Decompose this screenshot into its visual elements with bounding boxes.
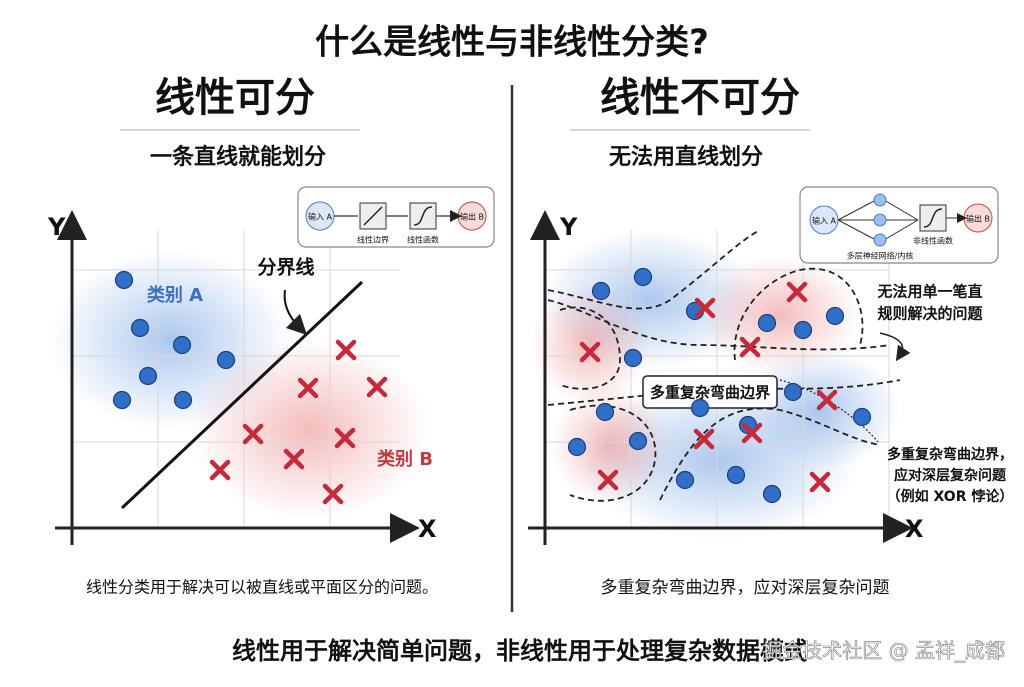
x-axis-label: X	[905, 515, 924, 543]
glow	[190, 340, 430, 520]
title: 什么是线性与非线性分类?	[315, 23, 709, 63]
class-b-point	[597, 469, 619, 491]
flow-label: 线性函数	[407, 235, 439, 245]
class-a-point	[130, 318, 150, 338]
class-b-point	[366, 376, 388, 398]
note: 无法用单一笔直	[876, 283, 982, 301]
glow	[530, 285, 650, 405]
note: 多重复杂弯曲边界，	[887, 446, 1013, 463]
left-caption: 线性分类用于解决可以被直线或平面区分的问题。	[86, 578, 438, 597]
class-b-point	[816, 389, 838, 411]
class-b-point	[786, 281, 808, 303]
glow	[550, 385, 670, 505]
boundary	[733, 267, 864, 361]
arrow	[283, 289, 308, 336]
class-b-point	[297, 377, 319, 399]
class-b-point	[242, 423, 264, 445]
left-subheading: 一条直线就能划分	[150, 144, 326, 170]
boundary	[559, 306, 621, 390]
connections	[837, 199, 919, 241]
class-a-point	[114, 270, 134, 290]
x-axis-label: X	[418, 515, 437, 543]
class-a-point	[738, 415, 758, 435]
right-caption: 多重复杂弯曲边界，应对深层复杂问题	[601, 578, 890, 598]
class-a-point	[623, 348, 643, 368]
class-b-point	[334, 427, 356, 449]
note: 规则解决的问题	[877, 305, 983, 323]
flow-label: 输出 B	[460, 212, 484, 222]
flow-box	[799, 186, 999, 264]
boundary	[547, 299, 891, 351]
note: 应对深层复杂问题	[894, 467, 1007, 484]
boundary-box-label: 多重复杂弯曲边界	[650, 384, 770, 402]
node	[873, 193, 887, 207]
class-b-point	[579, 341, 601, 363]
class-a-point	[595, 402, 615, 422]
class-b-point	[809, 471, 831, 493]
y-axis-label: Y	[559, 213, 578, 241]
y-axis-label: Y	[47, 213, 66, 241]
class-a-point	[783, 382, 803, 402]
right-heading: 线性不可分	[600, 75, 800, 121]
flow-label: 输入 A	[812, 216, 837, 226]
flow-label: 多层神经网络/内核	[847, 251, 914, 261]
class-a-point	[825, 306, 845, 326]
icon	[923, 208, 943, 228]
note: （例如 XOR 悖论）	[887, 488, 1014, 505]
boundary-box	[642, 375, 778, 409]
boundary-line	[120, 280, 364, 510]
class-a-point	[757, 313, 777, 333]
class-a-point	[591, 281, 611, 301]
class-a-point	[793, 320, 813, 340]
node	[873, 233, 887, 247]
arrow	[879, 332, 911, 362]
class-a-label: 类别 A	[147, 284, 203, 306]
flow-label: 输出 B	[966, 214, 990, 224]
class-b-point	[693, 428, 715, 450]
class-a-point	[852, 407, 872, 427]
class-b-point	[741, 422, 763, 444]
right-subheading: 无法用直线划分	[609, 144, 763, 170]
class-a-point	[112, 390, 132, 410]
boundary-label: 分界线	[257, 256, 314, 279]
class-b-point	[694, 297, 716, 319]
flow-label: 输入 A	[308, 212, 333, 222]
flow-label: 线性边界	[357, 235, 389, 245]
icon	[413, 206, 433, 226]
class-b-point	[322, 483, 344, 505]
class-a-point	[762, 484, 782, 504]
watermark: 掘金技术社区 @ 孟祥_成都	[762, 639, 1005, 663]
glow	[700, 255, 860, 375]
class-b-label: 类别 B	[377, 448, 433, 470]
node	[873, 213, 887, 227]
left-heading: 线性可分	[155, 75, 315, 121]
footer: 线性用于解决简单问题，非线性用于处理复杂数据模式	[232, 637, 808, 665]
class-a-point	[628, 431, 648, 451]
class-b-point	[739, 336, 761, 358]
class-a-point	[633, 267, 653, 287]
class-a-point	[675, 470, 695, 490]
class-b-point	[335, 339, 357, 361]
flow-box	[297, 186, 495, 248]
class-a-point	[173, 390, 193, 410]
class-a-point	[726, 465, 746, 485]
class-b-point	[283, 448, 305, 470]
class-a-point	[690, 398, 710, 418]
class-a-point	[172, 335, 192, 355]
class-a-point	[567, 437, 587, 457]
class-a-point	[216, 350, 236, 370]
flow-label: 非线性函数	[913, 236, 953, 246]
boundary	[547, 229, 761, 310]
icon	[363, 206, 383, 226]
class-b-point	[209, 459, 231, 481]
class-a-point	[138, 366, 158, 386]
boundary	[659, 407, 881, 501]
